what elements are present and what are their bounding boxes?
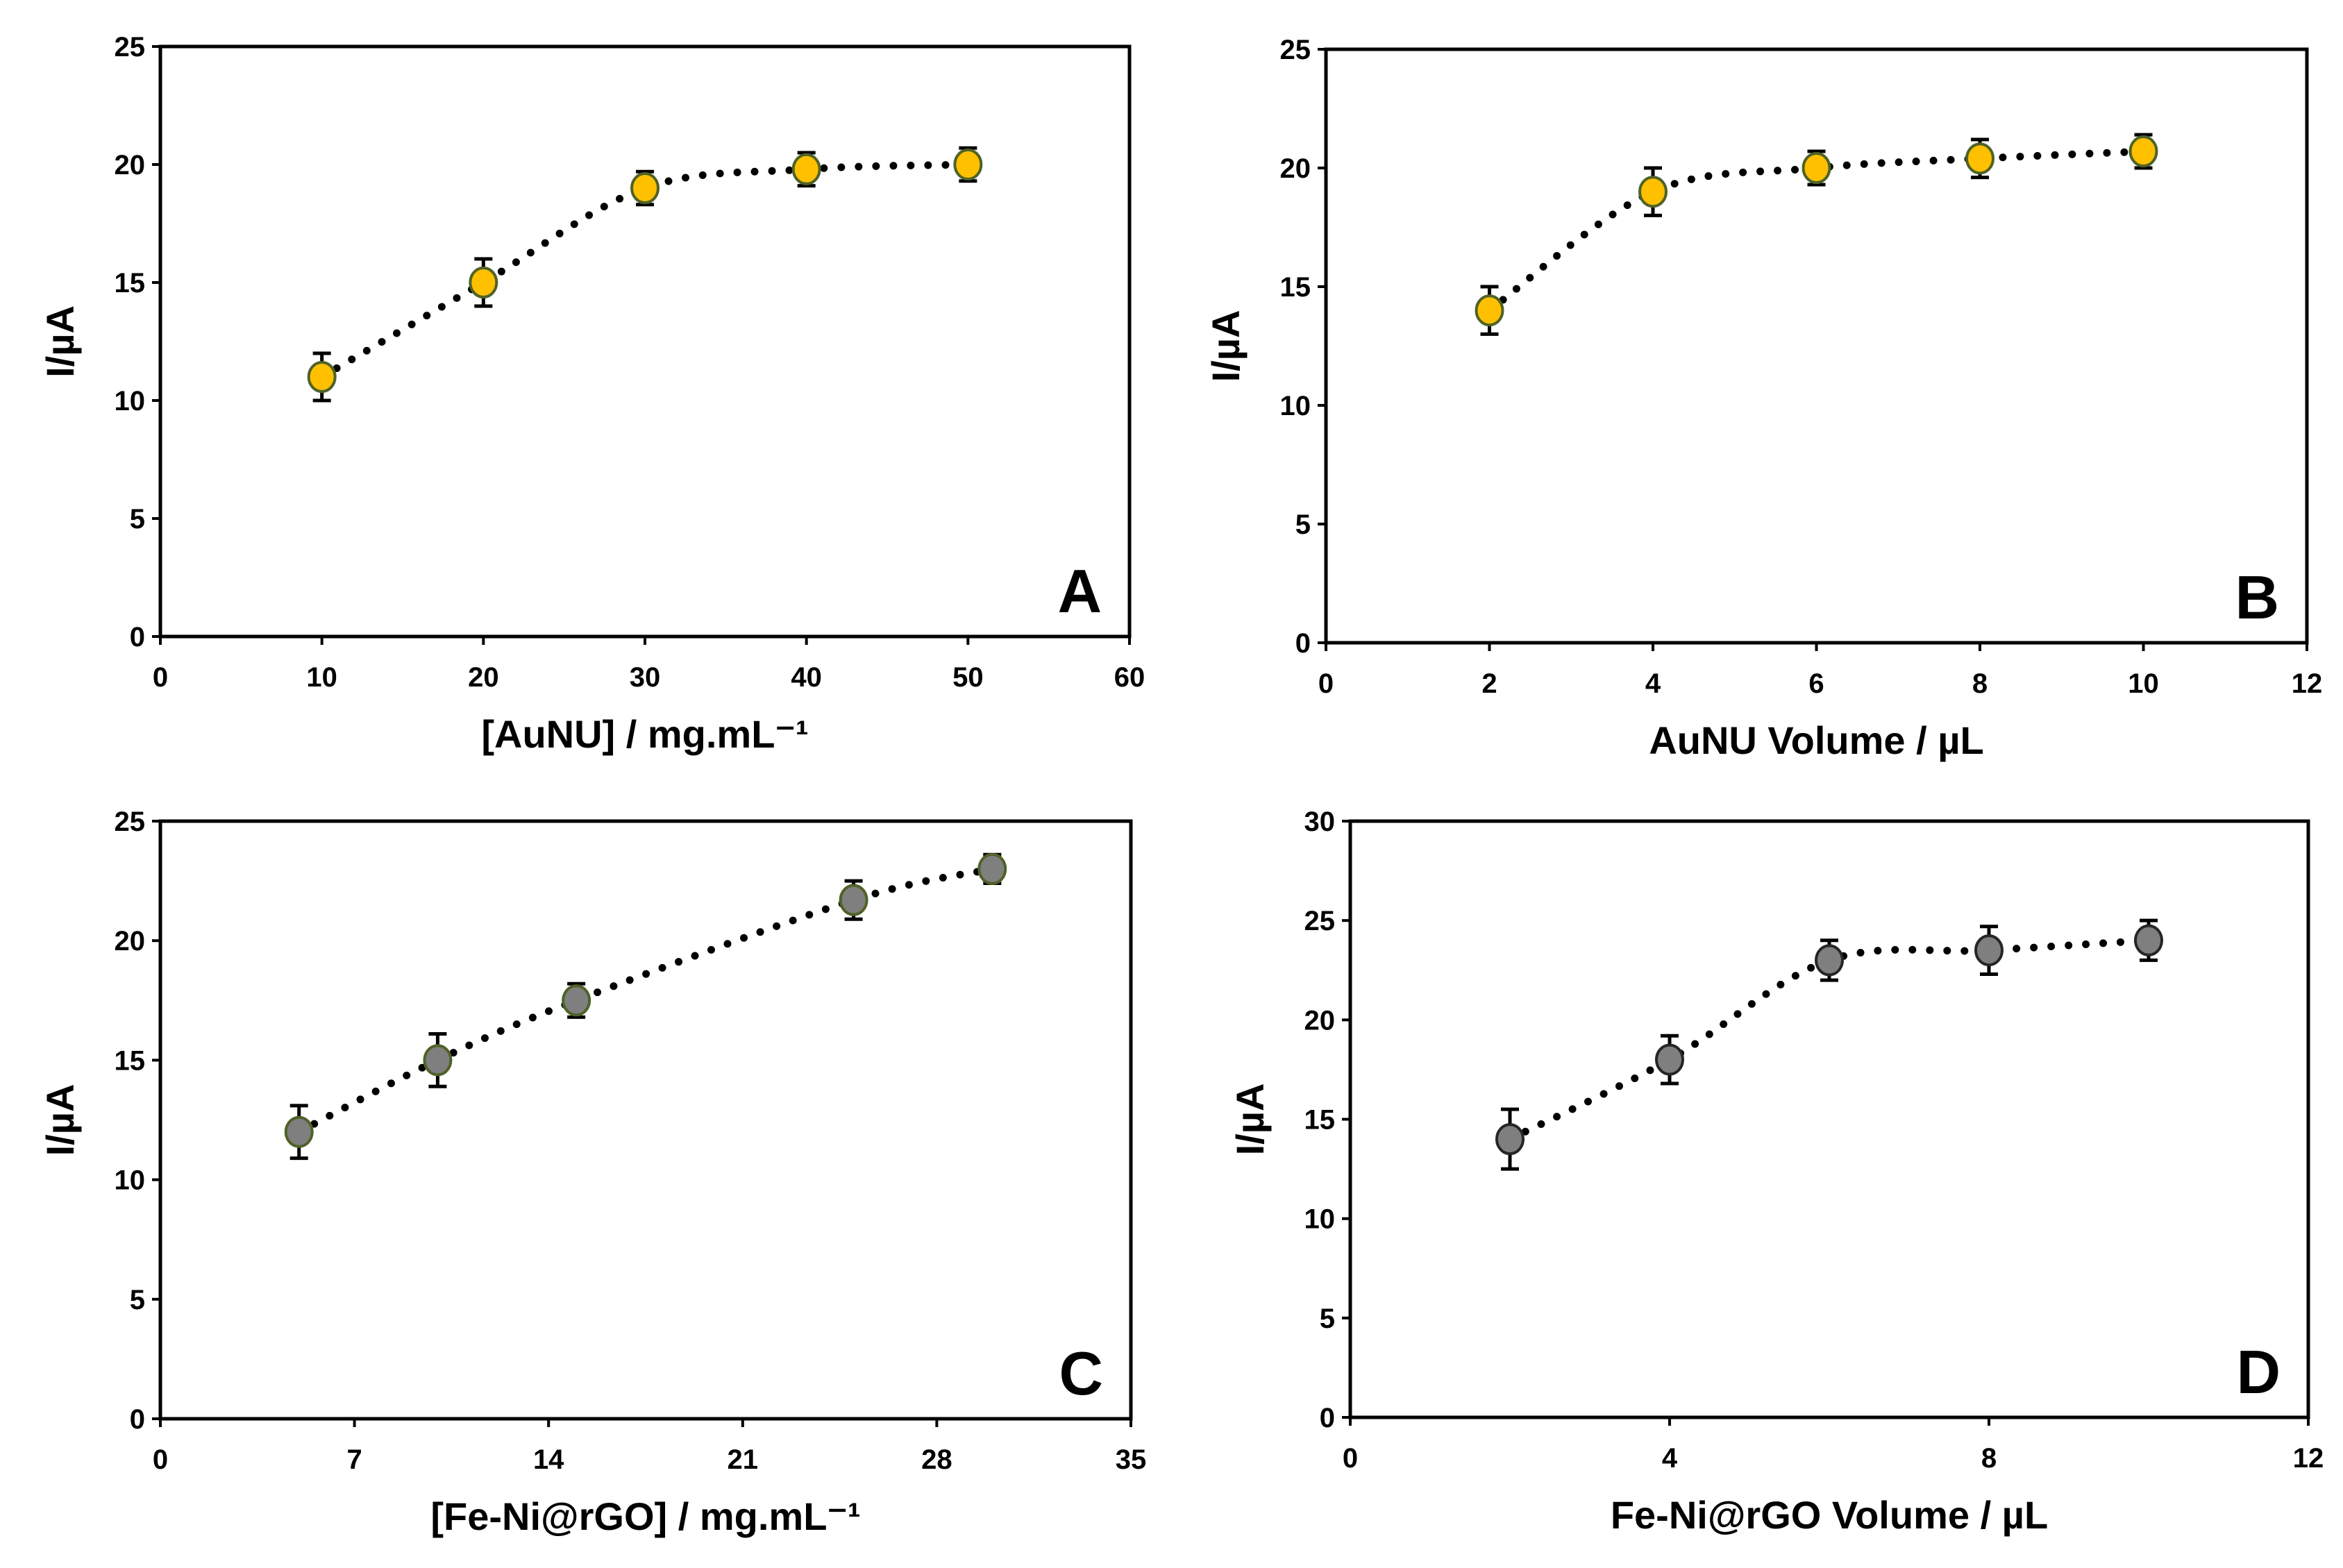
panel-label: C (1059, 1339, 1103, 1408)
x-tick-label: 8 (1972, 668, 1988, 699)
y-tick-label: 0 (130, 1404, 145, 1435)
y-tick-label: 25 (115, 32, 146, 62)
y-tick-label: 20 (115, 926, 146, 956)
y-tick-label: 10 (115, 1165, 146, 1196)
x-axis-title: Fe-Ni@rGO Volume / µL (1611, 1493, 2048, 1537)
data-point (1495, 1123, 1525, 1156)
series-line (318, 160, 972, 381)
x-tick-label: 50 (952, 662, 984, 693)
y-axis-title: I/µA (38, 1084, 82, 1156)
y-tick-label: 5 (1320, 1304, 1335, 1334)
x-tick-label: 35 (1116, 1444, 1147, 1475)
y-tick-label: 10 (115, 386, 146, 416)
y-tick-label: 5 (130, 1285, 145, 1315)
x-tick-label: 60 (1114, 662, 1145, 693)
plot-frame (158, 819, 1133, 1421)
data-point (839, 884, 868, 916)
y-tick-label: 0 (130, 622, 145, 652)
x-tick-label: 0 (1343, 1443, 1358, 1474)
y-tick-label: 20 (1280, 153, 1311, 184)
plot-frame (1324, 47, 2309, 645)
y-tick-label: 25 (1304, 906, 1336, 936)
data-point (307, 361, 337, 393)
y-tick-label: 25 (1280, 35, 1311, 65)
y-tick-label: 20 (115, 150, 146, 180)
series-line (1486, 147, 2147, 314)
x-tick-label: 6 (1808, 668, 1824, 699)
y-tick-label: 0 (1320, 1403, 1335, 1433)
y-tick-label: 15 (1280, 272, 1311, 303)
y-axis-title: I/µA (1228, 1084, 1272, 1156)
y-tick-label: 15 (115, 1045, 146, 1076)
panel-label: B (2235, 563, 2279, 632)
data-point (1974, 934, 2004, 967)
series-line (295, 865, 996, 1136)
x-tick-label: 7 (346, 1444, 362, 1475)
x-tick-label: 21 (728, 1444, 759, 1475)
data-point (1965, 142, 1995, 175)
panel-d: 0 5 10 15 20 25 30 0 4 8 12 Fe-Ni@rGO Volume / µL I/… (1228, 807, 2324, 1537)
y-tick-label: 5 (1295, 509, 1311, 540)
x-tick-label: 0 (1318, 668, 1334, 699)
panel-a: 0 5 10 15 20 25 0 10 20 30 40 50 60 [AuNU] / mg.mL⁻¹ I… (38, 32, 1145, 756)
data-point (2128, 135, 2158, 168)
data-point (1475, 294, 1504, 327)
x-tick-label: 30 (630, 662, 661, 693)
data-point (1655, 1043, 1684, 1076)
data-point (1802, 152, 1831, 184)
x-tick-label: 40 (791, 662, 822, 693)
y-tick-label: 0 (1295, 628, 1311, 659)
y-tick-label: 10 (1304, 1204, 1336, 1235)
x-axis-title: [Fe-Ni@rGO] / mg.mL⁻¹ (430, 1494, 860, 1538)
data-point (1815, 944, 1844, 977)
x-tick-label: 0 (153, 662, 168, 693)
panel-label: A (1057, 557, 1102, 625)
data-point (977, 852, 1007, 885)
data-point (1638, 176, 1668, 208)
panel-label: D (2236, 1338, 2281, 1406)
data-point (284, 1115, 314, 1148)
data-point (791, 153, 821, 185)
panel-b: 0 5 10 15 20 25 0 2 4 6 8 10 12 AuNU Volume / µL I/µA B (1204, 35, 2322, 762)
data-point (562, 984, 591, 1017)
y-axis-title: I/µA (38, 305, 82, 378)
x-tick-label: 4 (1662, 1443, 1678, 1474)
y-axis-title: I/µA (1204, 310, 1248, 382)
data-point (469, 267, 498, 298)
x-tick-label: 12 (2292, 668, 2323, 699)
plot-frame (1348, 819, 2310, 1419)
y-tick-label: 25 (115, 807, 146, 837)
data-point (953, 149, 983, 180)
x-tick-label: 4 (1645, 668, 1661, 699)
x-axis-title: [AuNU] / mg.mL⁻¹ (481, 712, 808, 756)
y-tick-label: 15 (1304, 1105, 1336, 1136)
x-tick-label: 10 (306, 662, 337, 693)
x-tick-label: 28 (921, 1444, 952, 1475)
x-tick-label: 14 (533, 1444, 564, 1475)
y-tick-label: 20 (1304, 1005, 1336, 1036)
y-tick-label: 5 (130, 504, 145, 534)
x-tick-label: 12 (2293, 1443, 2324, 1474)
panel-c: 0 5 10 15 20 25 0 7 14 21 28 35 [Fe-Ni@rGO] / mg.mL⁻… (38, 807, 1146, 1538)
x-tick-label: 0 (153, 1444, 168, 1475)
data-point (423, 1044, 453, 1077)
data-point (2134, 924, 2163, 956)
x-tick-label: 10 (2128, 668, 2159, 699)
y-tick-label: 30 (1304, 807, 1336, 837)
x-tick-label: 2 (1481, 668, 1497, 699)
y-tick-label: 15 (115, 268, 146, 298)
plot-frame (158, 44, 1132, 639)
data-point (630, 172, 660, 204)
x-axis-title: AuNU Volume / µL (1649, 718, 1983, 762)
y-tick-label: 10 (1280, 391, 1311, 421)
x-tick-label: 8 (1981, 1443, 1997, 1474)
x-tick-label: 20 (468, 662, 499, 693)
